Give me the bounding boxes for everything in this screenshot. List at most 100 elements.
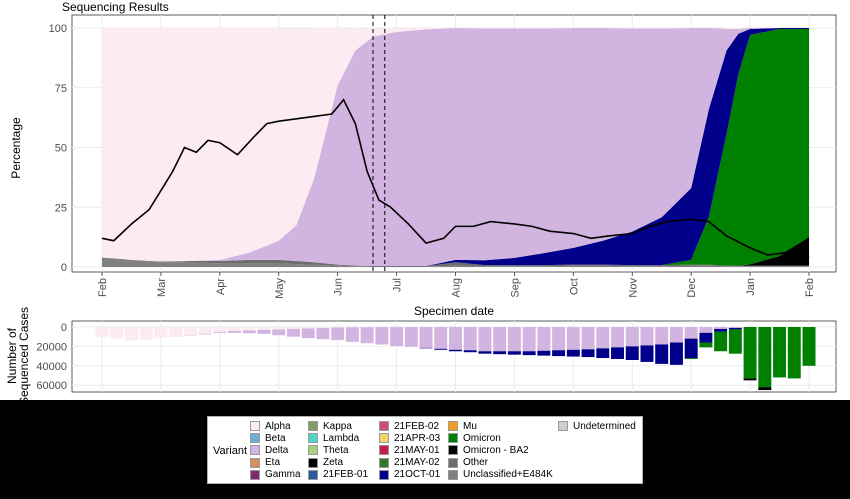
bar-21oct-01 (537, 350, 551, 356)
bar-delta (198, 333, 212, 335)
bar-delta (331, 327, 345, 341)
bar-delta (301, 328, 315, 339)
legend-swatch (379, 469, 389, 480)
bar-alpha (139, 327, 153, 340)
bar-21oct-01 (684, 338, 698, 359)
bar-omicron (802, 327, 816, 366)
legend-label: Other (463, 457, 489, 469)
x-tick-label: Nov (627, 278, 639, 298)
x-tick-label: Jun (333, 278, 345, 296)
legend-item: Theta (308, 444, 368, 456)
bar-delta (655, 327, 669, 345)
bar-delta (419, 327, 433, 348)
bar-delta (669, 327, 683, 343)
bar-alpha (301, 327, 315, 329)
bar-alpha (272, 327, 286, 330)
legend-item: Zeta (308, 457, 368, 469)
bar-delta (684, 327, 698, 339)
legend-swatch (250, 433, 260, 444)
bar-omicron (743, 327, 757, 379)
bar-alpha (183, 327, 197, 336)
x-tick-label: Feb (97, 278, 109, 297)
count-panel: 0 20000 40000 60000 (36, 320, 837, 393)
x-tick-label: Jan (745, 278, 757, 296)
legend-label: 21MAY-02 (394, 457, 440, 469)
area-unclassified-e484k (102, 257, 809, 267)
bar-omicron (684, 358, 698, 360)
legend-label: Omicron (463, 432, 501, 444)
legend-swatch (448, 433, 458, 444)
legend-label: Unclassified+E484K (463, 469, 553, 481)
legend-label: Gamma (265, 469, 301, 481)
legend-swatch (448, 445, 458, 456)
bar-omicron (728, 329, 742, 354)
legend-swatch (250, 445, 260, 456)
y-tick-label: 40000 (36, 361, 67, 373)
x-axis-title: Specimen date (414, 304, 494, 318)
y-tick-label: 20000 (36, 341, 67, 353)
legend-swatch (250, 457, 260, 468)
legend-item: Mu (448, 420, 553, 432)
legend-swatch (308, 469, 318, 480)
bar-delta (611, 327, 625, 348)
bar-alpha (316, 327, 330, 328)
y-axis-title: Percentage (9, 117, 23, 179)
bar-delta (286, 328, 300, 337)
legend-item: 21FEB-01 (308, 469, 368, 481)
legend-swatch (308, 421, 318, 432)
bar-alpha (213, 327, 227, 332)
bar-21oct-01 (507, 351, 521, 355)
legend-column: Mu Omicron Omicron - BA2 Other Unclassified+… (448, 420, 553, 481)
bar-21oct-01 (552, 350, 566, 357)
legend-swatch (308, 433, 318, 444)
bar-delta (375, 327, 389, 345)
legend-label: 21FEB-02 (394, 420, 440, 432)
bar-21oct-01 (596, 348, 610, 359)
legend-item: Unclassified+E484K (448, 469, 553, 481)
legend-column: 21FEB-02 21APR-03 21MAY-01 21MAY-02 21OCT-01 (379, 420, 440, 481)
bar-delta (537, 327, 551, 351)
bar-delta (478, 327, 492, 352)
bar-delta (390, 327, 404, 347)
legend-swatch (308, 457, 318, 468)
legend-label: Alpha (265, 420, 291, 432)
count-axis-title: Number ofSequenced Cases (5, 307, 31, 400)
percentage-panel: 0 25 50 75 100 Feb Mar Apr May Jun Jul Aug Sep Oct Nov… (49, 14, 837, 299)
y-tick-label: 0 (61, 262, 67, 274)
case-line (101, 98, 810, 259)
bar-delta (257, 329, 271, 334)
bar-delta (728, 327, 742, 328)
bar-delta (507, 327, 521, 352)
y-tick-label: 50 (55, 143, 67, 155)
legend-label: Omicron - BA2 (463, 444, 529, 456)
area-21oct-01 (102, 28, 809, 267)
legend-item: 21APR-03 (379, 432, 440, 444)
bar-delta (272, 329, 286, 336)
bar-21oct-01 (478, 351, 492, 354)
bar-delta (522, 327, 536, 352)
legend-swatch (448, 421, 458, 432)
legend-label: Theta (323, 444, 349, 456)
legend-item: Beta (250, 432, 301, 444)
bar-delta (228, 330, 242, 333)
legend-item: 21MAY-01 (379, 444, 440, 456)
legend-swatch (379, 457, 389, 468)
x-tick-label: Jul (392, 278, 404, 292)
legend-label: Lambda (323, 432, 360, 444)
legend-column: Undetermined (558, 420, 636, 432)
bar-omicron (773, 327, 787, 378)
bar-21oct-01 (493, 351, 507, 355)
bar-delta (360, 327, 374, 344)
legend-label: 21FEB-01 (323, 469, 369, 481)
legend-label: Zeta (323, 457, 344, 469)
legend-label: 21APR-03 (394, 432, 441, 444)
legend-label: Mu (463, 420, 477, 432)
x-tick-label: Apr (215, 278, 227, 295)
legend-item: 21FEB-02 (379, 420, 440, 432)
bar-21oct-01 (714, 328, 728, 332)
bar-21oct-01 (522, 351, 536, 356)
bar-delta (596, 327, 610, 349)
bar-delta (625, 327, 639, 347)
area-alpha (102, 28, 809, 262)
bar-21oct-01 (699, 332, 713, 343)
